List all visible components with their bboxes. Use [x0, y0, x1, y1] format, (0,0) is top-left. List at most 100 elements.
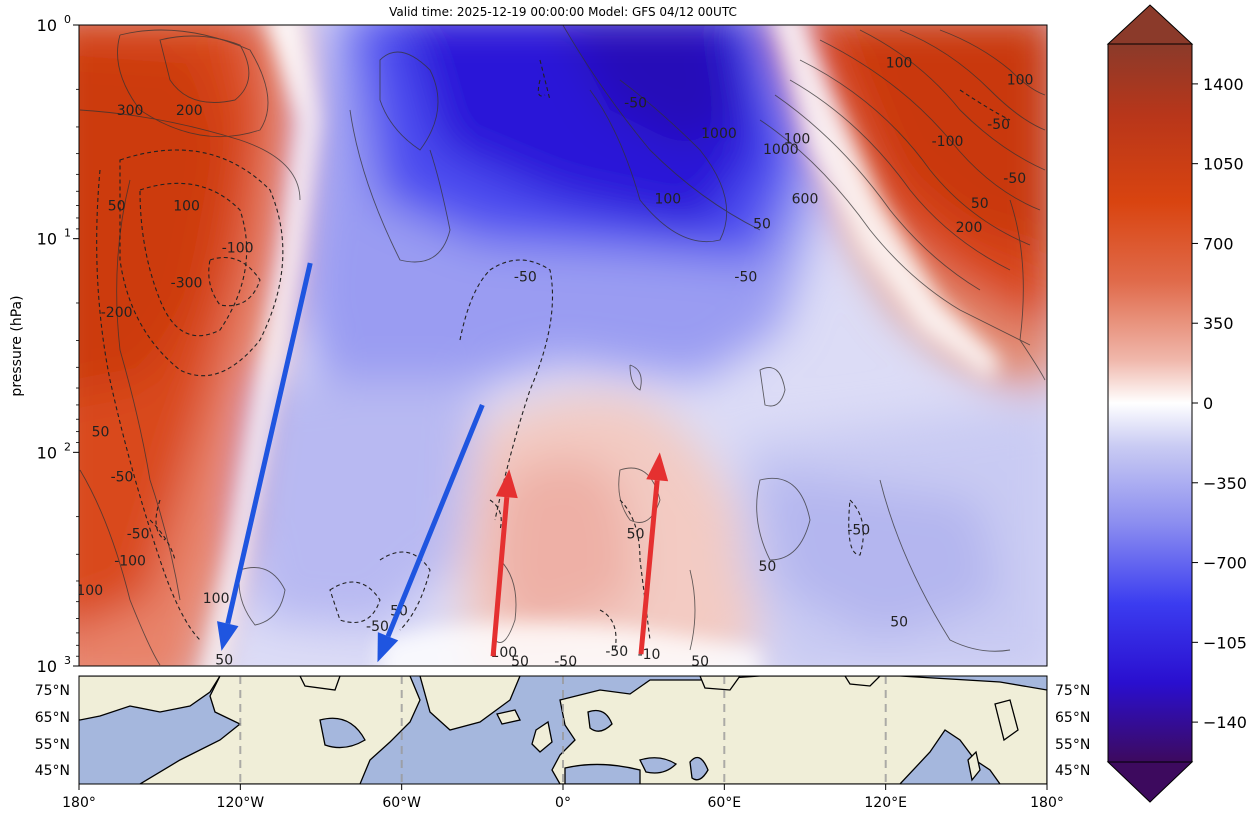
contour-label: -50	[847, 523, 870, 539]
colorbar-ticks: 1400 1050 700 350 0 −350 −700 −1050 −1400	[1192, 75, 1247, 732]
contour-label: -50	[987, 117, 1010, 133]
x-tick-label: 120°E	[864, 795, 907, 811]
contour-label: 50	[890, 615, 908, 631]
y-tick-exp: 1	[64, 227, 71, 240]
contour-label: 300	[117, 103, 144, 119]
contour-label: 50	[758, 559, 776, 575]
colorbar-tick-label: 1400	[1203, 75, 1244, 94]
y-tick-exp: 2	[64, 440, 71, 453]
contour-label: 1000	[763, 142, 799, 158]
x-tick-label: 180°	[1030, 795, 1064, 811]
lat-label-right: 45°N	[1055, 763, 1090, 779]
lat-label-left: 45°N	[35, 763, 70, 779]
colorbar-top-extension	[1106, 4, 1194, 45]
contour-lines	[79, 25, 1046, 666]
y-tick-label: 10 2	[37, 440, 71, 462]
dashed-contours	[96, 59, 1011, 651]
contour-label: -50	[734, 269, 757, 285]
contour-label: -50	[366, 619, 389, 635]
colorbar-tick-label: 0	[1203, 394, 1213, 413]
contour-label: -300	[171, 275, 203, 291]
arrow-blue	[377, 403, 485, 663]
contour-label: 50	[627, 527, 645, 543]
contour-label: -50	[111, 470, 134, 486]
arrow-red	[490, 469, 518, 657]
arrow-shaft	[225, 262, 313, 625]
arrow-shaft	[490, 496, 510, 657]
latitude-labels: 75°N 75°N 65°N 65°N 55°N 55°N 45°N 45°N	[35, 683, 1091, 779]
contour-label: 100	[1007, 73, 1034, 89]
x-tick-label: 180°	[62, 795, 96, 811]
lat-label-right: 55°N	[1055, 737, 1090, 753]
y-tick-base: 10	[37, 230, 57, 249]
y-tick-label: 10 1	[37, 227, 71, 249]
y-tick-base: 10	[37, 16, 57, 35]
contour-label: -50	[514, 269, 537, 285]
arrow-head	[495, 469, 518, 499]
contour-label: 50	[971, 196, 989, 212]
colorbar-tick-label: −1050	[1203, 633, 1247, 652]
colorbar-bottom-extension	[1106, 761, 1194, 803]
y-tick-exp: 3	[64, 654, 71, 667]
plot-frame	[78, 24, 1048, 667]
y-tick-base: 10	[37, 443, 57, 462]
contour-label: 100	[886, 56, 913, 72]
x-tick-label: 120°W	[217, 795, 265, 811]
y-tick-label: 10 0	[37, 13, 71, 35]
contour-label: 100	[784, 132, 811, 148]
contour-label: -50	[624, 95, 647, 111]
colorbar-tick-label: 1050	[1203, 155, 1244, 174]
map-strip: 75°N 75°N 65°N 65°N 55°N 55°N 45°N 45°N	[35, 675, 1091, 785]
arrow-shaft	[638, 479, 660, 655]
lat-label-left: 75°N	[35, 683, 70, 699]
colorbar-tick-label: −1400	[1203, 713, 1247, 732]
contour-label: 100	[76, 583, 103, 599]
contour-label: 200	[956, 220, 983, 236]
arrows	[217, 262, 669, 663]
contour-label: 100	[203, 591, 230, 607]
contour-label: -50	[554, 654, 577, 670]
x-tick-label: 0°	[555, 795, 571, 811]
land-masses	[79, 676, 1047, 784]
colorbar-body	[1107, 43, 1193, 763]
colorbar-tick-label: −700	[1203, 554, 1247, 573]
x-tick-label: 60°E	[707, 795, 741, 811]
lat-label-left: 55°N	[35, 737, 70, 753]
colorbar-tick-label: 350	[1203, 314, 1234, 333]
contour-label: 50	[511, 654, 529, 670]
map-gridlines	[239, 676, 887, 784]
colorbar-tick-label: 700	[1203, 234, 1234, 253]
y-axis-label: pressure (hPa)	[9, 295, 25, 396]
y-tick-label: 10 3	[37, 654, 71, 676]
contour-label: 100	[654, 192, 681, 208]
contour-label: -200	[101, 305, 133, 321]
y-tick-exp: 0	[64, 13, 71, 26]
colorbar: 1400 1050 700 350 0 −350 −700 −1050 −1400	[1106, 4, 1247, 803]
contour-label: -100	[114, 553, 146, 569]
x-tick-label: 60°W	[382, 795, 421, 811]
contour-label: -50	[605, 644, 628, 660]
arrow-head	[217, 621, 239, 651]
contour-label: 200	[176, 103, 203, 119]
contour-label: 50	[108, 199, 126, 215]
lat-label-left: 65°N	[35, 710, 70, 726]
lat-label-right: 75°N	[1055, 683, 1090, 699]
contour-label: 600	[792, 192, 819, 208]
contour-label: 100	[490, 645, 517, 661]
contour-label: 100	[173, 199, 200, 215]
contour-label: 1000	[701, 126, 737, 142]
contour-label: 50	[92, 425, 110, 441]
contour-label: 50	[753, 217, 771, 233]
contour-label: -50	[1003, 171, 1026, 187]
colorbar-tick-label: −350	[1203, 474, 1247, 493]
arrow-head	[646, 452, 669, 482]
arrow-shaft	[385, 403, 485, 638]
contour-label: -100	[222, 241, 254, 257]
y-axis: 10 0 10 1 10 2 10 3	[37, 13, 79, 676]
contour-label: 50	[215, 652, 233, 668]
y-tick-base: 10	[37, 657, 57, 676]
arrow-head	[377, 632, 399, 663]
